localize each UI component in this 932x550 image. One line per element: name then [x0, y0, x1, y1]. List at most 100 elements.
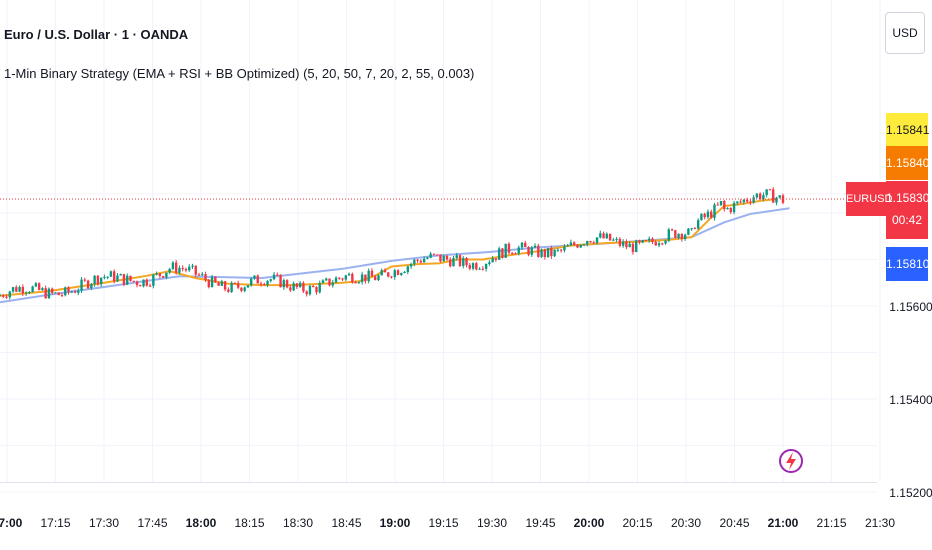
candle-body [563, 246, 566, 251]
candle-body [511, 252, 514, 254]
ema-series [0, 198, 777, 297]
price-tick-label: 1.15200 [889, 486, 932, 500]
candle-body [99, 277, 103, 285]
candle-body [263, 284, 266, 286]
candle-body [18, 286, 21, 292]
candle-body [654, 242, 657, 246]
candle-body [126, 275, 129, 285]
lightning-bolt-icon[interactable] [779, 449, 803, 473]
candle-body [765, 189, 768, 196]
candle-body [145, 279, 149, 286]
candle-body [298, 282, 302, 287]
candle-body [0, 295, 2, 297]
candle-body [465, 258, 468, 266]
candle-body [364, 274, 367, 282]
candle-body [540, 249, 543, 257]
time-tick-label: 20:00 [574, 516, 605, 530]
candle-body [338, 277, 341, 279]
candle-body [589, 241, 592, 243]
candle-body [370, 270, 374, 277]
candle-body [204, 274, 207, 281]
time-tick-label: 20:15 [622, 516, 652, 530]
candle-body [729, 208, 732, 213]
candle-body [387, 272, 390, 277]
candle-body [272, 274, 276, 280]
candle-body [772, 189, 775, 203]
strategy-label[interactable]: 1-Min Binary Strategy (EMA + RSI + BB Op… [4, 66, 475, 81]
candle-body [648, 238, 651, 241]
candle-body [246, 285, 250, 288]
candle-body [201, 274, 204, 276]
price-tag-last[interactable]: 1.15830 00:42 [886, 181, 930, 239]
candle-body [181, 267, 184, 269]
candle-body [347, 273, 351, 276]
price-axis[interactable]: 1.15600 1.15400 1.15200 [889, 300, 932, 500]
candle-body [559, 249, 563, 251]
time-tick-label: 19:30 [477, 516, 507, 530]
candle-body [250, 278, 253, 286]
candle-body [403, 271, 406, 274]
price-tag-ema[interactable]: 1.15840 [886, 146, 929, 180]
candle-body [429, 253, 432, 258]
candle-body [439, 254, 442, 262]
price-tag-upper[interactable]: 1.15841 [886, 113, 930, 147]
candle-body [266, 280, 269, 286]
candle-body [194, 265, 197, 275]
candle-body [752, 197, 755, 203]
candle-body [432, 253, 436, 255]
candle-body [5, 296, 8, 298]
candle-body [700, 213, 703, 221]
candle-body [550, 248, 553, 257]
candle-body [393, 270, 396, 278]
candle-body [683, 234, 687, 240]
candle-body [657, 243, 661, 246]
candle-body [341, 278, 344, 280]
candle-body [497, 248, 501, 260]
candle-body [279, 274, 282, 288]
candle-body [325, 278, 328, 281]
candle-body [210, 276, 214, 288]
candle-body [723, 200, 726, 210]
currency-button[interactable]: USD [885, 12, 925, 54]
candle-body [749, 201, 752, 203]
price-tag-sma[interactable]: 1.15810 [886, 247, 929, 281]
time-tick-label: 18:15 [234, 516, 264, 530]
candle-body [47, 288, 51, 299]
time-tick-label: 19:45 [525, 516, 555, 530]
candle-body [400, 273, 403, 276]
candle-body [236, 283, 240, 288]
candle-body [488, 262, 491, 265]
candle-body [240, 287, 243, 291]
candle-body [21, 286, 25, 294]
candle-body [595, 237, 599, 243]
time-axis[interactable]: 17:00 17:15 17:30 17:45 18:00 18:15 18:30 18:45… [0, 516, 895, 530]
candle-body [77, 290, 80, 293]
candle-body [533, 245, 537, 248]
candle-body [674, 230, 677, 238]
candle-body [667, 229, 671, 241]
price-tag-value: 1.15830 [886, 191, 930, 205]
candle-body [507, 243, 511, 253]
candle-body [755, 193, 759, 198]
candle-body [608, 233, 612, 241]
candle-body [276, 274, 279, 276]
candle-body [494, 258, 498, 260]
candlestick-series [0, 187, 785, 300]
candle-body [504, 243, 507, 258]
candle-body [37, 283, 41, 290]
candle-body [713, 204, 716, 218]
candle-body [573, 242, 576, 245]
candle-body [83, 279, 87, 281]
candle-body [442, 255, 445, 262]
candle-body [103, 277, 106, 279]
symbol-badge[interactable]: EURUSD [846, 182, 892, 216]
price-tag-value: 1.15841 [886, 123, 930, 137]
candle-body [569, 242, 573, 246]
time-tick-label: 19:00 [380, 516, 411, 530]
candle-body [367, 270, 370, 282]
symbol-title[interactable]: Euro / U.S. Dollar · 1 · OANDA [4, 27, 189, 42]
time-tick-label: 20:30 [671, 516, 701, 530]
candle-body [478, 268, 481, 270]
candle-body [409, 264, 413, 267]
